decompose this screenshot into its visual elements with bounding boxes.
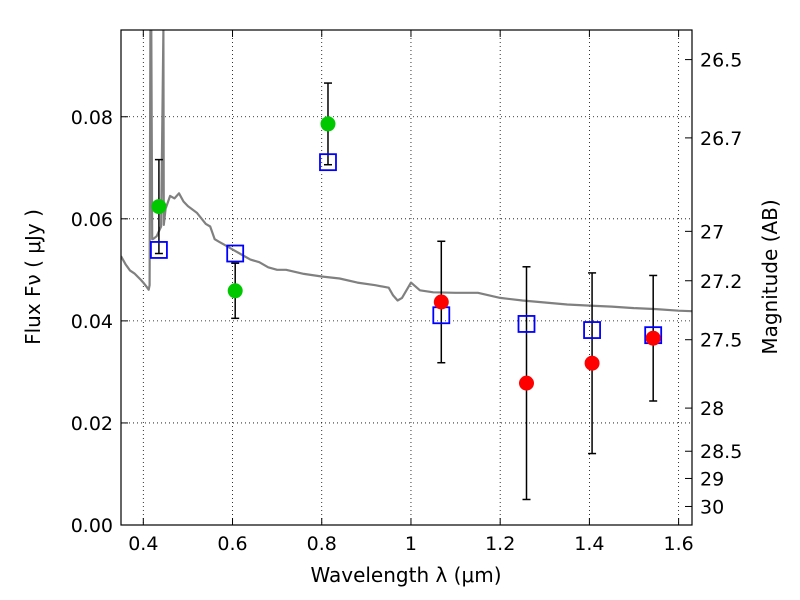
- data-point: [645, 330, 661, 346]
- grid: [121, 30, 692, 526]
- y-tick-label: 0.00: [71, 515, 113, 537]
- model-square: [226, 244, 245, 263]
- data-layer: [121, 30, 692, 501]
- y-axis-title: Flux Fν ( μJy ): [21, 209, 45, 345]
- x-tick-label: 0.4: [128, 533, 158, 555]
- data-point: [518, 375, 534, 391]
- model-square: [583, 321, 601, 339]
- y-tick-label: 0.06: [71, 209, 113, 231]
- data-point: [584, 355, 600, 371]
- x-axis-title: Wavelength λ (μm): [310, 563, 501, 587]
- x-tick-label: 0.6: [217, 533, 247, 555]
- y-tick-label: 0.02: [71, 413, 113, 435]
- y-tick-label: 0.08: [71, 107, 113, 129]
- plot-frame: [120, 29, 693, 526]
- y-tick-label: 0.04: [71, 311, 113, 333]
- x-tick-label: 1.4: [574, 533, 604, 555]
- model-square: [517, 315, 536, 333]
- y2-tick-label: 26.5: [700, 50, 742, 72]
- y2-tick-label: 28.5: [700, 441, 742, 463]
- y2-tick-label: 27.2: [700, 271, 742, 293]
- data-point: [320, 116, 336, 132]
- data-point: [433, 294, 449, 310]
- data-point: [227, 283, 243, 299]
- y2-tick-label: 29: [700, 468, 724, 490]
- y2-tick-label: 27: [700, 221, 724, 243]
- y2-tick-label: 27.5: [700, 330, 742, 352]
- y2-axis-title: Magnitude (AB): [758, 199, 782, 354]
- template-spectrum-line: [121, 30, 692, 313]
- x-tick-label: 1.2: [485, 533, 515, 555]
- data-point: [151, 199, 167, 215]
- y2-tick-label: 26.7: [700, 128, 742, 150]
- y2-tick-label: 30: [700, 496, 724, 518]
- y2-tick-label: 28: [700, 398, 724, 420]
- x-tick-label: 0.8: [307, 533, 337, 555]
- model-square: [150, 241, 168, 259]
- x-tick-label: 1: [405, 533, 417, 555]
- x-tick-label: 1.6: [664, 533, 694, 555]
- model-square: [319, 153, 337, 172]
- ticks: 0.4 0.6 0.8 1 1.2 1.4 1.6 0.00 0.02 0.04 0.06 0.08 2…: [71, 30, 742, 555]
